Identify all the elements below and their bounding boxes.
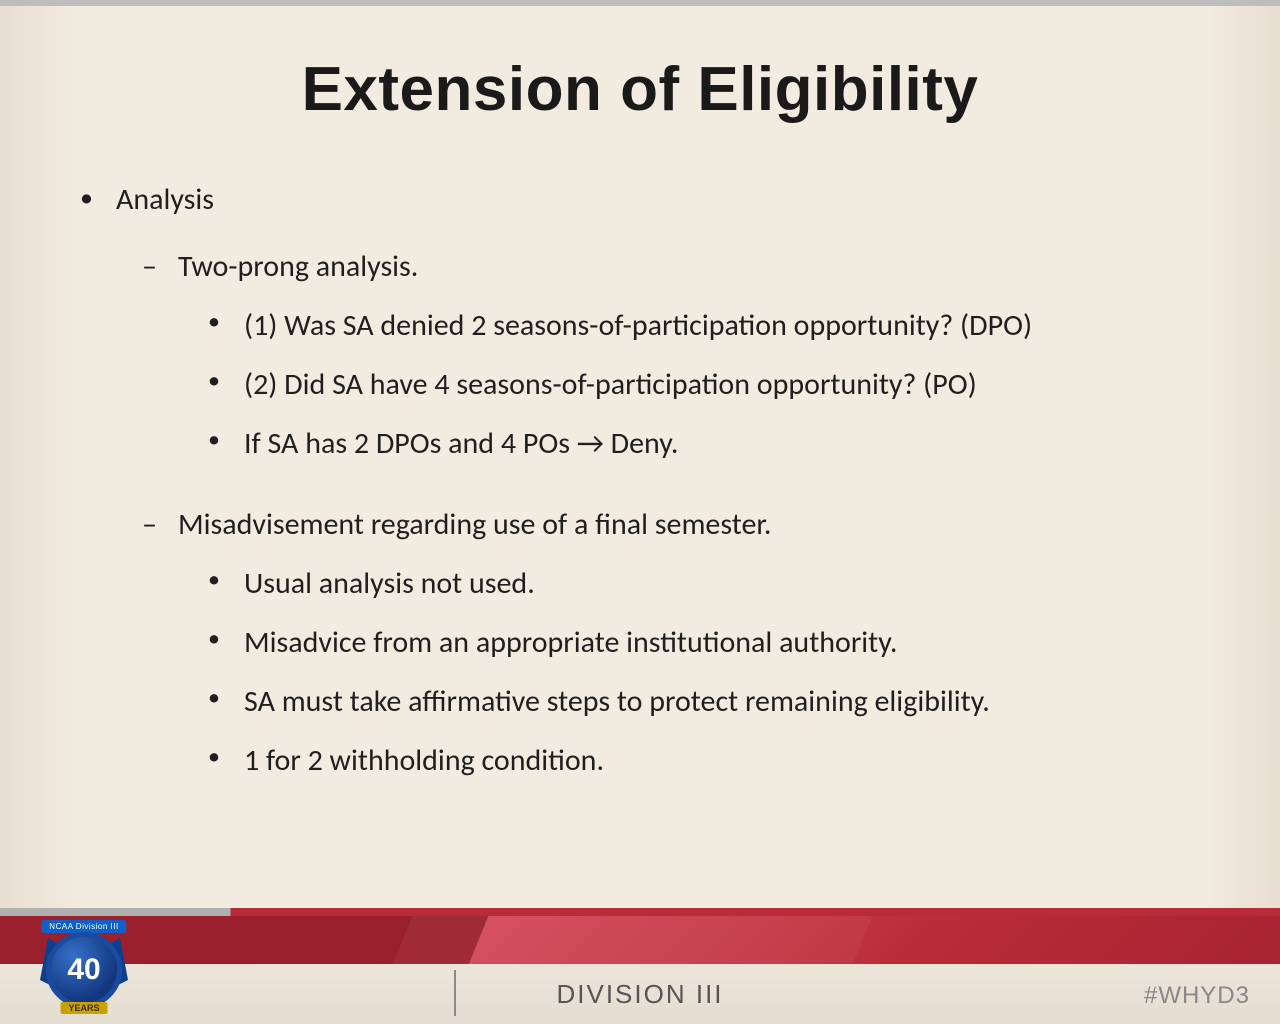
bullet-text: Misadvice from an appropriate institutio… <box>244 624 897 661</box>
footer-lower-band: DIVISION III #WHYD3 <box>0 964 1280 1024</box>
bullet-text: SA must take affirmative steps to protec… <box>244 683 990 720</box>
bullet-text: (2) Did SA have 4 seasons-of-participati… <box>244 366 977 403</box>
list-item: Analysis Two-prong analysis. (1) Was SA … <box>72 181 1208 779</box>
badge-number: 40 <box>46 932 122 1008</box>
footer-accent-strip <box>0 908 1280 916</box>
list-item: Usual analysis not used. <box>178 565 1208 602</box>
bullet-text: (1) Was SA denied 2 seasons-of-participa… <box>244 307 1032 344</box>
bullet-sublist: Two-prong analysis. (1) Was SA denied 2 … <box>116 248 1208 779</box>
list-item: (2) Did SA have 4 seasons-of-participati… <box>178 366 1208 403</box>
list-item: 1 for 2 withholding condition. <box>178 742 1208 779</box>
list-item: If SA has 2 DPOs and 4 POs → Deny. <box>178 425 1208 462</box>
hashtag-label: #WHYD3 <box>1144 982 1250 1010</box>
bullet-list: Analysis Two-prong analysis. (1) Was SA … <box>72 181 1208 779</box>
list-item: Misadvisement regarding use of a final s… <box>116 506 1208 779</box>
slide: Extension of Eligibility Analysis Two-pr… <box>0 0 1280 1024</box>
anniversary-badge-icon: NCAA Division III 40 YEARS <box>28 910 140 1018</box>
list-item: SA must take affirmative steps to protec… <box>178 683 1208 720</box>
bullet-sublist: (1) Was SA denied 2 seasons-of-participa… <box>178 307 1208 462</box>
bullet-sublist: Usual analysis not used. Misadvice from … <box>178 565 1208 779</box>
bullet-text: Analysis <box>116 181 214 218</box>
slide-footer: DIVISION III #WHYD3 NCAA Division III 40… <box>0 904 1280 1024</box>
slide-title: Extension of Eligibility <box>0 6 1280 125</box>
list-item: Two-prong analysis. (1) Was SA denied 2 … <box>116 248 1208 462</box>
bullet-text: Misadvisement regarding use of a final s… <box>178 506 771 543</box>
divider <box>454 970 456 1016</box>
bullet-text: If SA has 2 DPOs and 4 POs → Deny. <box>244 425 678 462</box>
badge-years: YEARS <box>60 1002 107 1014</box>
list-item: (1) Was SA denied 2 seasons-of-participa… <box>178 307 1208 344</box>
slide-content: Analysis Two-prong analysis. (1) Was SA … <box>0 125 1280 779</box>
list-item: Misadvice from an appropriate institutio… <box>178 624 1208 661</box>
bullet-text: Usual analysis not used. <box>244 565 535 602</box>
bullet-text: Two-prong analysis. <box>178 248 418 285</box>
division-label: DIVISION III <box>556 979 723 1010</box>
bullet-text: 1 for 2 withholding condition. <box>244 742 604 779</box>
